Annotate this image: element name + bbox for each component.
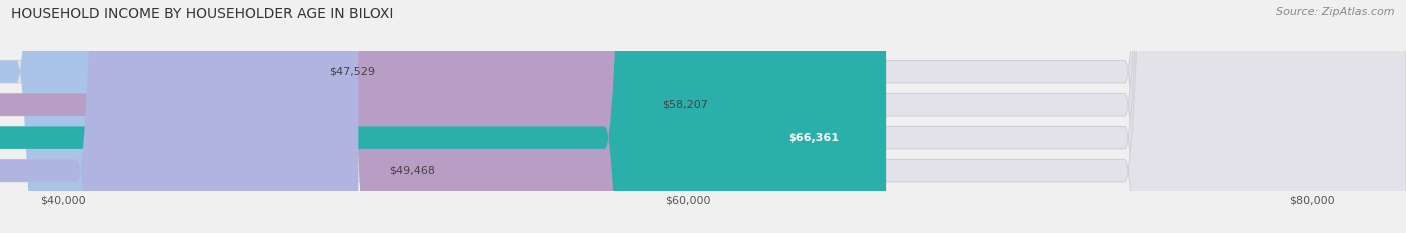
Text: $66,361: $66,361 [789,133,839,143]
Text: Source: ZipAtlas.com: Source: ZipAtlas.com [1277,7,1395,17]
FancyBboxPatch shape [0,0,631,233]
FancyBboxPatch shape [0,0,298,233]
Text: $49,468: $49,468 [389,166,436,176]
Text: HOUSEHOLD INCOME BY HOUSEHOLDER AGE IN BILOXI: HOUSEHOLD INCOME BY HOUSEHOLDER AGE IN B… [11,7,394,21]
FancyBboxPatch shape [0,0,359,233]
Text: $47,529: $47,529 [329,67,375,77]
FancyBboxPatch shape [0,0,886,233]
Text: $58,207: $58,207 [662,100,709,110]
